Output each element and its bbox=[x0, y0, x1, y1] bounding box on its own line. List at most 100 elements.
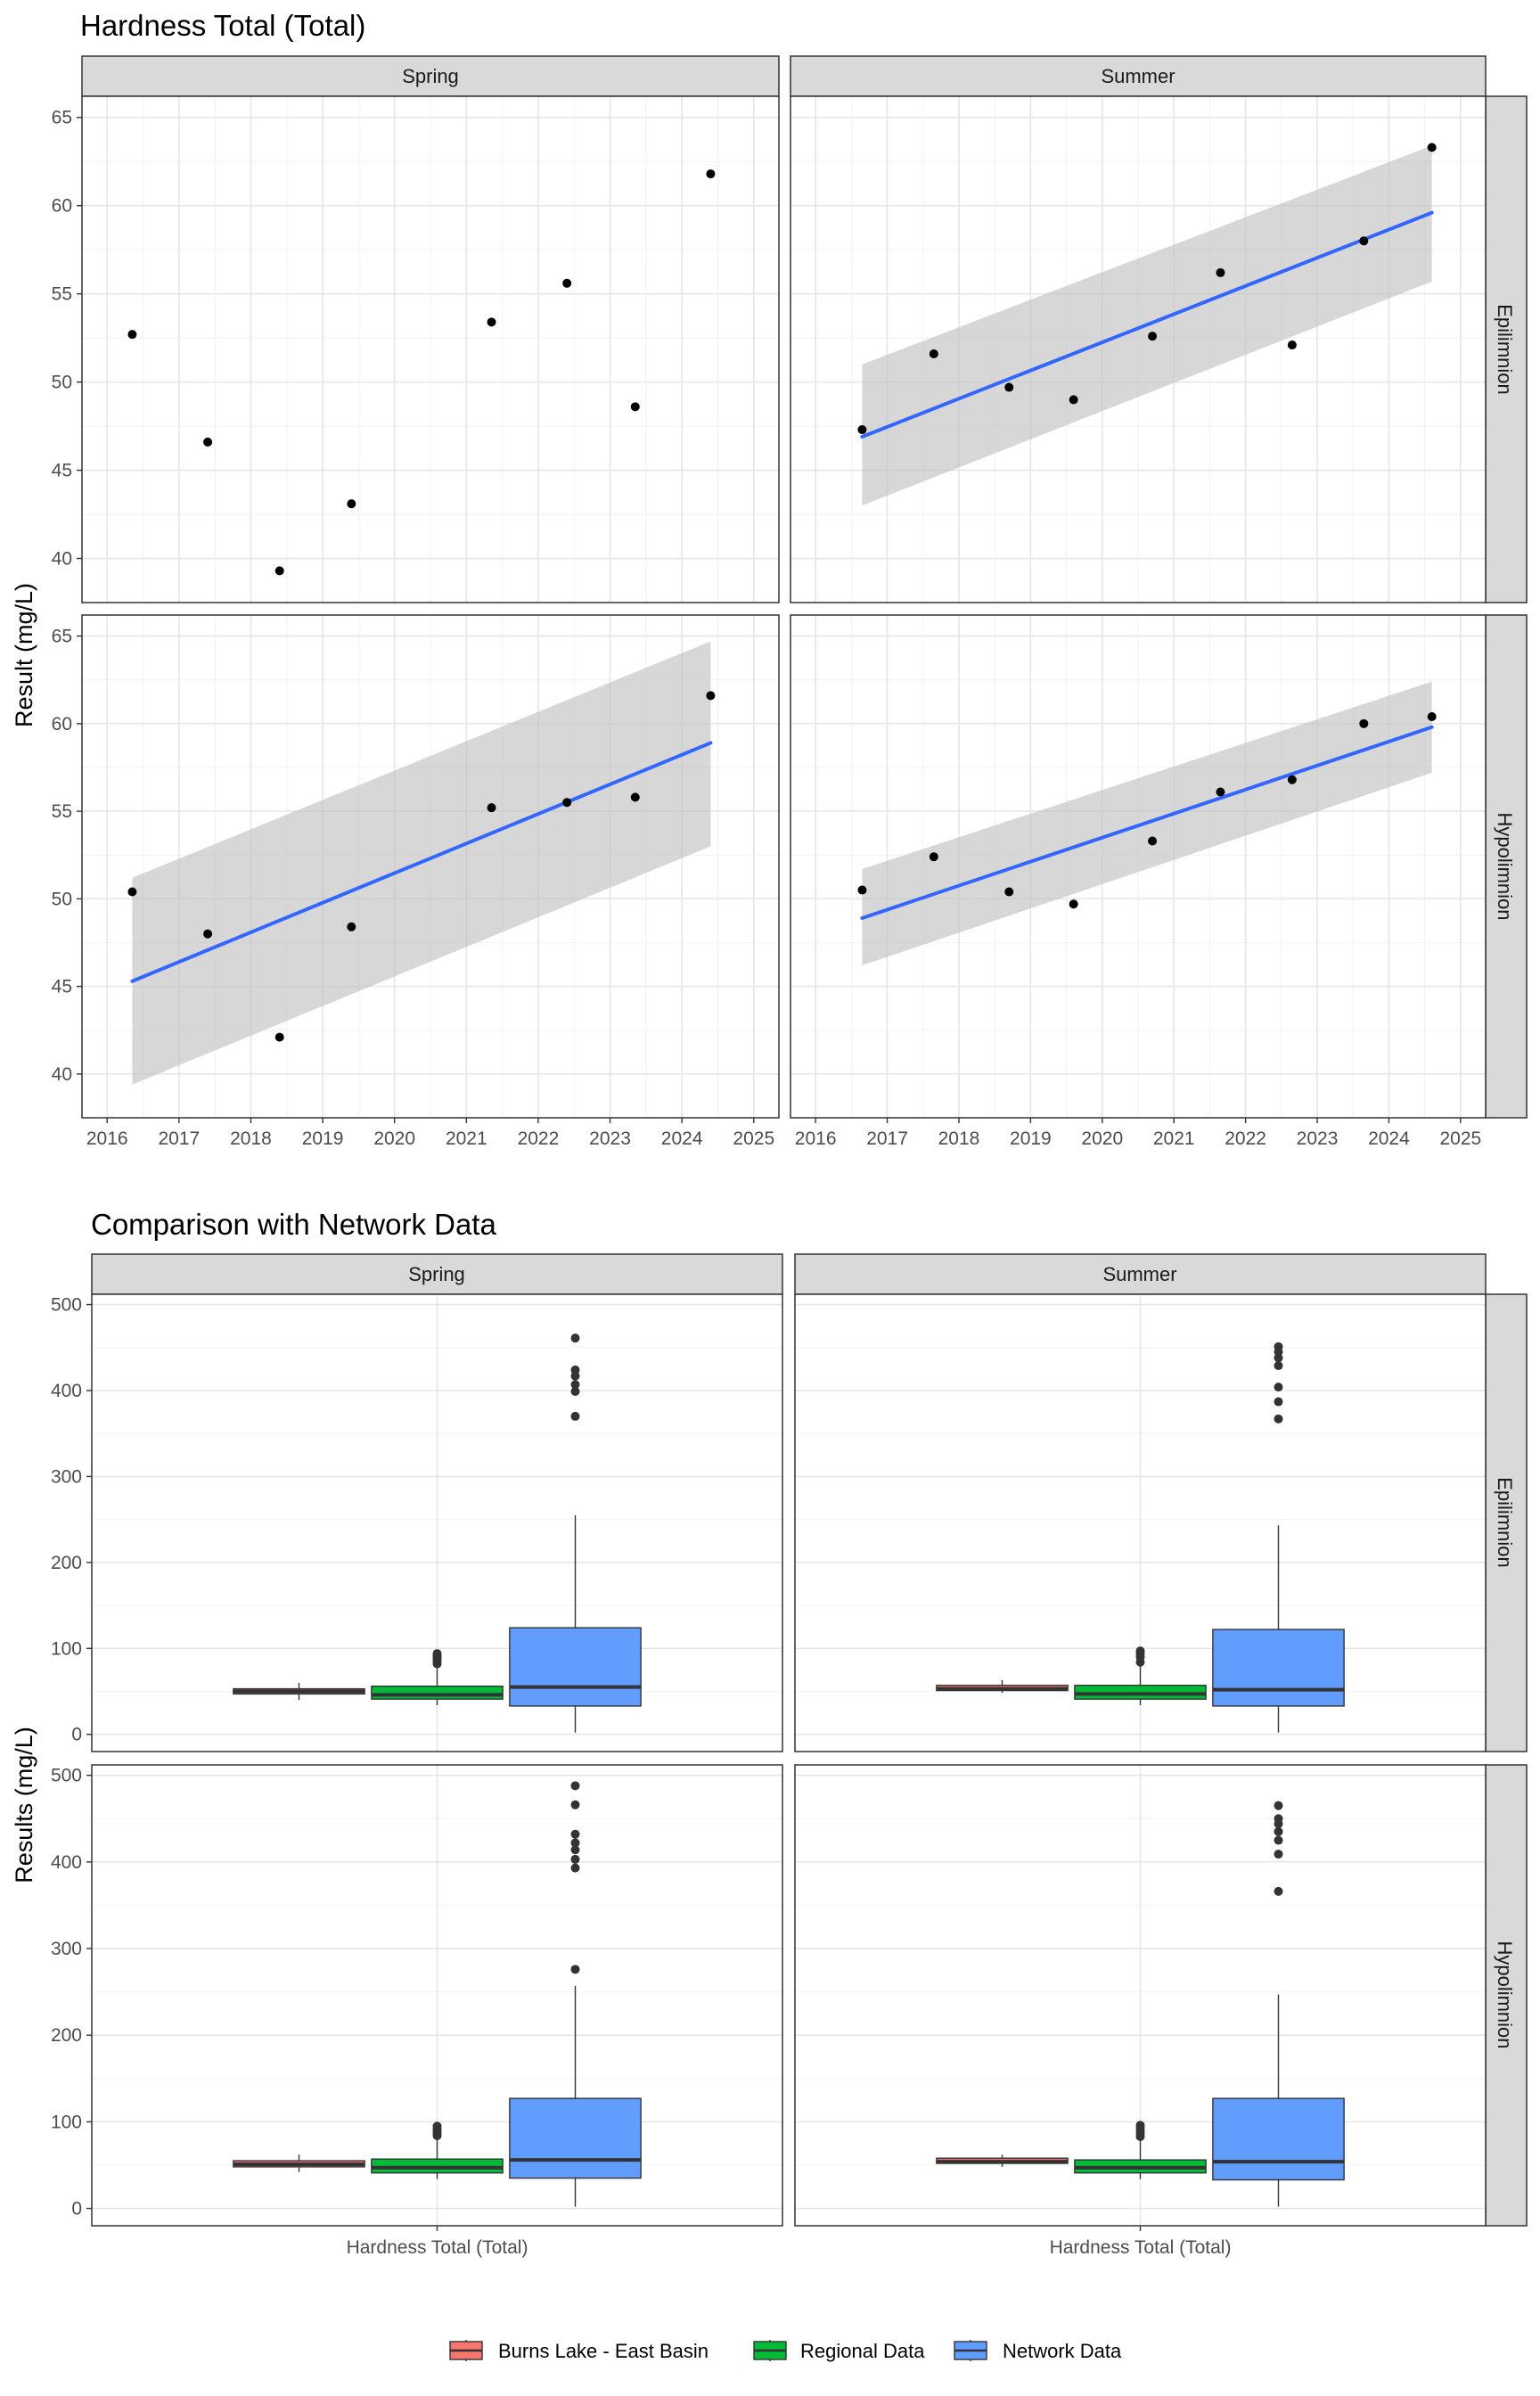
trend-line bbox=[860, 210, 1434, 439]
box-burns-lake-east-basin bbox=[936, 1679, 1069, 1694]
panel-border bbox=[81, 95, 780, 603]
chart-2-y-axis-label: Results (mg/L) bbox=[11, 1727, 37, 1883]
y-tick-label: 400 bbox=[51, 1381, 82, 1401]
outlier-point bbox=[1274, 1383, 1283, 1392]
outlier-point bbox=[570, 1781, 580, 1791]
data-point bbox=[1148, 332, 1158, 341]
panel-summer-epilimnion bbox=[794, 1293, 1487, 1752]
box-burns-lake-east-basin bbox=[936, 2154, 1069, 2167]
x-tick-label: 2024 bbox=[661, 1128, 703, 1149]
outlier-point bbox=[1274, 1801, 1283, 1810]
chart-1-title: Hardness Total (Total) bbox=[80, 9, 365, 42]
y-tick-label: 45 bbox=[52, 977, 72, 997]
y-tick-label: 65 bbox=[52, 627, 72, 647]
strip-hypolimnion-top-label: Hypolimnion bbox=[1494, 812, 1516, 920]
y-tick-label: 300 bbox=[51, 1466, 82, 1487]
data-point bbox=[1287, 341, 1297, 350]
panel-border bbox=[790, 614, 1487, 1119]
data-point bbox=[1069, 395, 1078, 405]
x-tick-label: 2022 bbox=[1225, 1128, 1266, 1149]
data-point bbox=[127, 887, 137, 897]
strip-spring-bottom-label: Spring bbox=[408, 1263, 465, 1285]
x-tick-label: 2017 bbox=[158, 1128, 200, 1149]
box-network-data bbox=[509, 1781, 642, 2207]
data-point bbox=[1287, 775, 1297, 784]
x-tick-label: 2022 bbox=[518, 1128, 560, 1149]
strip-summer-bottom bbox=[794, 1253, 1487, 1295]
outlier-point bbox=[570, 1386, 580, 1396]
data-point bbox=[487, 317, 496, 327]
data-point bbox=[706, 169, 716, 179]
x-tick-label: 2018 bbox=[230, 1128, 272, 1149]
y-tick-label: 200 bbox=[51, 2025, 82, 2046]
box-body bbox=[1212, 2097, 1345, 2181]
x-tick-label: 2019 bbox=[302, 1128, 344, 1149]
outlier-point bbox=[432, 1649, 442, 1659]
data-point bbox=[1359, 718, 1369, 728]
panel-spring-hypolimnion: 0 100 200 300 400 500 Hardness Total (Total) bbox=[51, 1764, 783, 2258]
data-point bbox=[1216, 267, 1225, 277]
box-network-data bbox=[1212, 1801, 1345, 2207]
y-tick-label: 100 bbox=[51, 1638, 82, 1659]
y-tick-label: 500 bbox=[51, 1766, 82, 1786]
box-burns-lake-east-basin bbox=[233, 1682, 365, 1701]
x-tick-label: 2024 bbox=[1368, 1128, 1410, 1149]
outlier-point bbox=[570, 1365, 580, 1374]
y-tick-label: 300 bbox=[51, 1939, 82, 1959]
data-point bbox=[127, 330, 137, 340]
x-tick-label: 2016 bbox=[86, 1128, 128, 1149]
panel-spring-epilimnion: 0 100 200 300 400 500 bbox=[51, 1293, 783, 1752]
outlier-point bbox=[1135, 2121, 1145, 2130]
outlier-point bbox=[1274, 1886, 1283, 1896]
y-tick-label: 400 bbox=[51, 1852, 82, 1873]
data-point bbox=[274, 1032, 284, 1042]
outlier-point bbox=[570, 1965, 580, 1974]
data-point bbox=[857, 885, 867, 895]
y-tick-label: 55 bbox=[52, 284, 72, 305]
data-point bbox=[1216, 787, 1225, 797]
y-tick-label: 40 bbox=[52, 1064, 72, 1085]
data-point bbox=[1359, 236, 1369, 246]
y-tick-label: 0 bbox=[71, 1725, 82, 1745]
outlier-point bbox=[1274, 1835, 1283, 1845]
legend-label-network: Network Data bbox=[1003, 2340, 1122, 2362]
y-tick-label: 50 bbox=[52, 889, 72, 909]
y-tick-label: 200 bbox=[51, 1553, 82, 1573]
y-tick-label: 65 bbox=[52, 108, 72, 128]
x-tick-label: 2025 bbox=[1439, 1128, 1481, 1149]
box-body bbox=[371, 1686, 504, 1700]
y-tick-label: 55 bbox=[52, 801, 72, 822]
box-regional-data bbox=[1074, 2121, 1207, 2179]
outlier-point bbox=[570, 1863, 580, 1873]
x-tick-label: Hardness Total (Total) bbox=[1050, 2237, 1232, 2258]
y-tick-label: 60 bbox=[52, 196, 72, 217]
strip-epilimnion-bottom-label: Epilimnion bbox=[1494, 1477, 1516, 1568]
panel-summer-hypolimnion: 2016 2017 2018 2019 2020 2021 2022 2023 2024 2025 bbox=[790, 614, 1487, 1149]
data-point bbox=[706, 691, 716, 701]
strip-spring-top-label: Spring bbox=[402, 65, 459, 87]
legend-label-burns-lake: Burns Lake - East Basin bbox=[498, 2340, 709, 2362]
box-regional-data bbox=[371, 2121, 504, 2179]
data-point bbox=[203, 929, 213, 939]
x-tick-label: 2016 bbox=[795, 1128, 837, 1149]
data-point bbox=[1069, 899, 1078, 909]
y-tick-label: 60 bbox=[52, 714, 72, 734]
panel-border bbox=[81, 614, 780, 1119]
strip-hypolimnion-bottom-label: Hypolimnion bbox=[1494, 1941, 1516, 2048]
strip-spring-top bbox=[81, 55, 780, 97]
chart-1-y-axis-label: Result (mg/L) bbox=[11, 583, 37, 727]
strip-epilimnion-top bbox=[1485, 95, 1528, 603]
panel-border bbox=[794, 1293, 1487, 1752]
data-point bbox=[347, 922, 356, 931]
outlier-point bbox=[570, 1333, 580, 1343]
box-regional-data bbox=[371, 1649, 504, 1705]
x-tick-label: 2017 bbox=[866, 1128, 908, 1149]
strip-epilimnion-top-label: Epilimnion bbox=[1494, 304, 1516, 395]
panel-spring-hypolimnion: 40 45 50 55 60 65 2016 2017 2018 2019 2020 2021 2022… bbox=[52, 614, 780, 1149]
data-point bbox=[487, 803, 496, 813]
box-burns-lake-east-basin bbox=[233, 2154, 365, 2172]
legend-item-regional: Regional Data bbox=[753, 2340, 925, 2362]
outlier-point bbox=[570, 1845, 580, 1855]
data-point bbox=[630, 792, 640, 802]
strip-summer-top bbox=[790, 55, 1487, 97]
